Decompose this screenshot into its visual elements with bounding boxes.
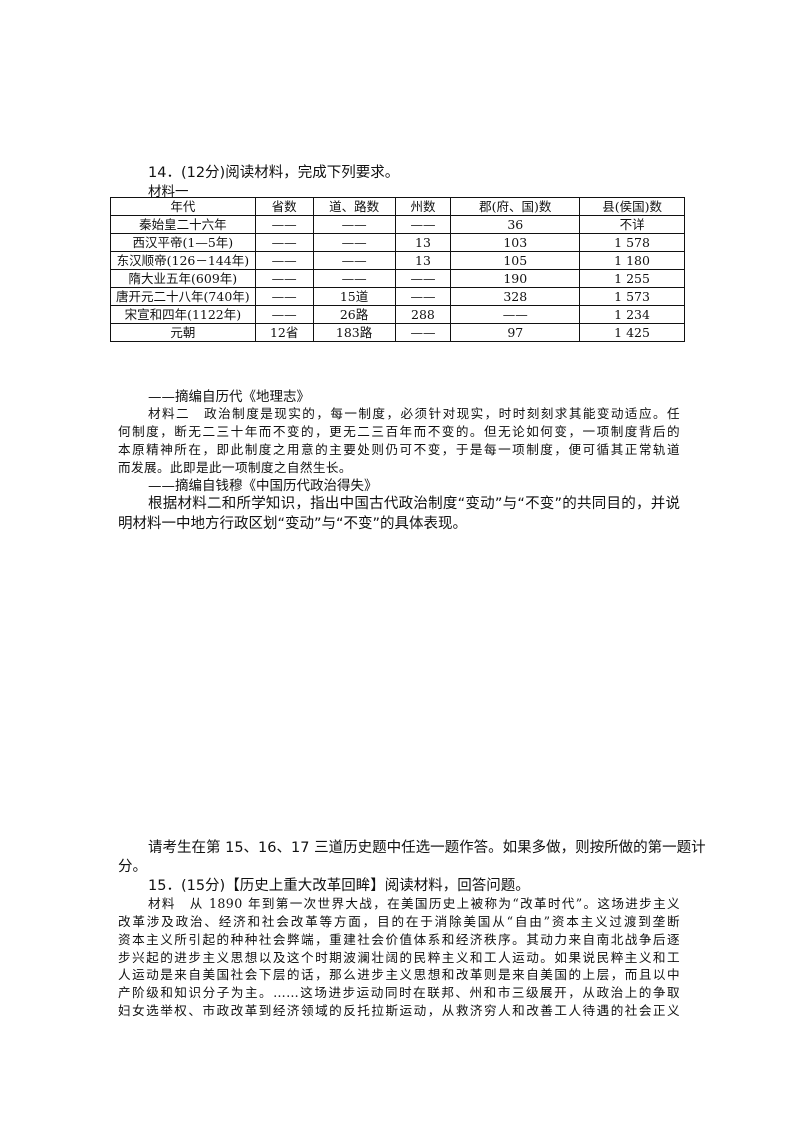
- table-cell: ——: [450, 305, 581, 324]
- material-2-line: 何制度，断无二三十年而不变的，更无二三百年而不变的。但无论如何变，一项制度背后的: [118, 424, 680, 439]
- material-1-label: 材料一: [148, 184, 189, 200]
- table-cell: 道、路数: [312, 197, 396, 216]
- table-cell: ——: [254, 305, 314, 324]
- table-cell: 103: [450, 233, 581, 252]
- table-cell: 郡(府、国)数: [450, 197, 581, 216]
- table-row: 东汉顺帝(126－144年) —— —— 13 105 1 180: [110, 251, 685, 270]
- table-cell: 县(侯国)数: [579, 197, 685, 216]
- table-cell: 隋大业五年(609年): [110, 269, 256, 288]
- table-cell: ——: [312, 269, 396, 288]
- material-line: 改革涉及政治、经济和社会改革等方面，目的在于消除美国从“自由”资本主义过渡到垄断: [118, 914, 680, 929]
- table-cell: 宋宣和四年(1122年): [110, 305, 256, 324]
- table-cell: ——: [394, 287, 452, 306]
- table-cell: 省数: [254, 197, 314, 216]
- table-row: 西汉平帝(1—5年) —— —— 13 103 1 578: [110, 233, 685, 252]
- question-line: 根据材料二和所学知识，指出中国古代政治制度“变动”与“不变”的共同目的，并说: [148, 496, 680, 512]
- instruction-line: 请考生在第 15、16、17 三道历史题中任选一题作答。如果多做，则按所做的第一…: [148, 840, 706, 856]
- table-cell: 190: [450, 269, 581, 288]
- table-cell: ——: [254, 269, 314, 288]
- material-line: 妇女选举权、市政改革到经济领域的反托拉斯运动，从救济穷人和改善工人待遇的社会正义: [118, 1003, 680, 1018]
- instruction-line: 分。: [118, 859, 147, 875]
- table-cell: ——: [394, 323, 452, 342]
- admin-division-table: 年代 省数 道、路数 州数 郡(府、国)数 县(侯国)数 秦始皇二十六年 —— —— —— 36 不详…: [110, 197, 685, 342]
- table-cell: 唐开元二十八年(740年): [110, 287, 256, 306]
- table-cell: 15道: [312, 287, 396, 306]
- table-cell: 西汉平帝(1—5年): [110, 233, 256, 252]
- table-cell: 元朝: [110, 323, 256, 342]
- material-line: 材料 从 1890 年到第一次世界大战，在美国历史上被称为“改革时代”。这场进步…: [148, 896, 680, 911]
- table-cell: ——: [312, 251, 396, 270]
- table-cell: 328: [450, 287, 581, 306]
- table-cell: 东汉顺帝(126－144年): [110, 251, 256, 270]
- material-line: 产阶级和知识分子为主。……这场进步运动同时在联邦、州和市三级展开，从政治上的争取: [118, 985, 680, 1000]
- table-header-row: 年代 省数 道、路数 州数 郡(府、国)数 县(侯国)数: [110, 197, 685, 216]
- table-cell: ——: [394, 215, 452, 234]
- table-cell: ——: [312, 233, 396, 252]
- table-cell: 26路: [312, 305, 396, 324]
- table-cell: 36: [450, 215, 581, 234]
- table-cell: 13: [394, 233, 452, 252]
- material-2-line: 而发展。此即是此一项制度之自然生长。: [118, 460, 352, 475]
- material-line: 资本主义所引起的种种社会弊端，重建社会价值体系和经济秩序。其动力来自南北战争后逐: [118, 932, 680, 947]
- table-cell: 1 234: [579, 305, 685, 324]
- table-cell: 97: [450, 323, 581, 342]
- table-row: 唐开元二十八年(740年) —— 15道 —— 328 1 573: [110, 287, 685, 306]
- question-line: 明材料一中地方行政区划“变动”与“不变”的具体表现。: [118, 516, 468, 532]
- table-cell: 105: [450, 251, 581, 270]
- table-cell: 年代: [110, 197, 256, 216]
- table-row: 隋大业五年(609年) —— —— —— 190 1 255: [110, 269, 685, 288]
- table-cell: 1 573: [579, 287, 685, 306]
- question-14-title: 14．(12分)阅读材料，完成下列要求。: [148, 165, 400, 181]
- material-line: 步兴起的进步主义思想以及这个时期波澜壮阔的民粹主义和工人运动。如果说民粹主义和工: [118, 950, 680, 965]
- table-cell: 州数: [394, 197, 452, 216]
- table-row: 元朝 12省 183路 —— 97 1 425: [110, 323, 685, 342]
- table-cell: 1 255: [579, 269, 685, 288]
- table-cell: 13: [394, 251, 452, 270]
- table-cell: 288: [394, 305, 452, 324]
- table-cell: 不详: [579, 215, 685, 234]
- table-row: 宋宣和四年(1122年) —— 26路 288 —— 1 234: [110, 305, 685, 324]
- table-cell: ——: [254, 215, 314, 234]
- table-cell: ——: [254, 251, 314, 270]
- material-2-line: 材料二 政治制度是现实的，每一制度，必须针对现实，时时刻刻求其能变动适应。任: [148, 406, 680, 421]
- table-row: 秦始皇二十六年 —— —— —— 36 不详: [110, 215, 685, 234]
- material-line: 人运动是来自美国社会下层的话，那么进步主义思想和改革则是来自美国的上层，而且以中: [118, 967, 680, 982]
- table-cell: 1 578: [579, 233, 685, 252]
- table-cell: 12省: [254, 323, 314, 342]
- table-cell: 1 180: [579, 251, 685, 270]
- table-cell: ——: [394, 269, 452, 288]
- table-cell: ——: [254, 287, 314, 306]
- table-cell: 1 425: [579, 323, 685, 342]
- question-15-title: 15．(15分)【历史上重大改革回眸】阅读材料，回答问题。: [148, 878, 530, 894]
- source-1: ——摘编自历代《地理志》: [148, 389, 310, 405]
- table-cell: ——: [254, 233, 314, 252]
- material-2-line: 本原精神所在，即此制度之用意的主要处则仍可不变，于是每一项制度，便可循其正常轨道: [118, 442, 680, 457]
- table-cell: 183路: [312, 323, 396, 342]
- table-cell: ——: [312, 215, 396, 234]
- source-2: ——摘编自钱穆《中国历代政治得失》: [148, 478, 378, 494]
- table-cell: 秦始皇二十六年: [110, 215, 256, 234]
